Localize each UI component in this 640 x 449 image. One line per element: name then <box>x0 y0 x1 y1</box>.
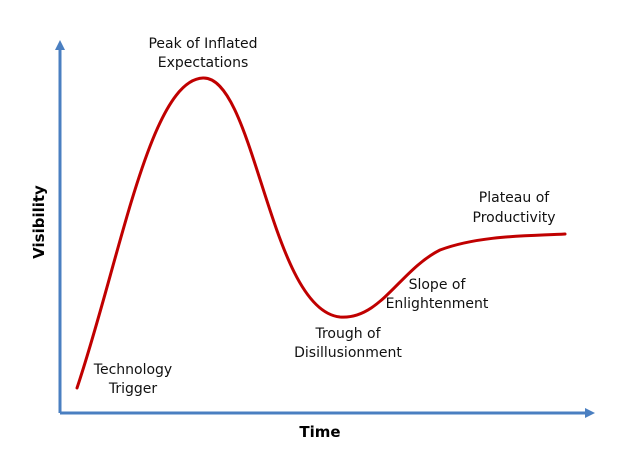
y-axis-title: Visibility <box>30 185 48 259</box>
phase-label-plateau-of-productivity: Plateau of Productivity <box>473 190 556 226</box>
phase-label-line: Productivity <box>473 210 556 226</box>
phase-label-slope-of-enlightenment: Slope of Enlightenment <box>386 277 489 312</box>
phase-label-line: Enlightenment <box>386 296 489 312</box>
hype-curve <box>75 76 567 390</box>
x-axis-title: Time <box>299 423 340 441</box>
phase-label-line: Disillusionment <box>294 345 402 361</box>
phase-label-technology-trigger: Technology Trigger <box>93 362 172 397</box>
phase-label-line: Plateau of <box>479 190 550 206</box>
phase-label-line: Expectations <box>158 55 249 71</box>
phase-label-line: Technology <box>93 362 172 378</box>
phase-label-peak-of-inflated-expectations: Peak of Inflated Expectations <box>148 36 257 71</box>
phase-label-line: Trigger <box>108 381 158 397</box>
phase-label-trough-of-disillusionment: Trough of Disillusionment <box>294 326 402 361</box>
phase-label-line: Trough of <box>314 326 381 342</box>
phase-label-line: Peak of Inflated <box>148 36 257 52</box>
phase-label-line: Slope of <box>409 277 467 293</box>
